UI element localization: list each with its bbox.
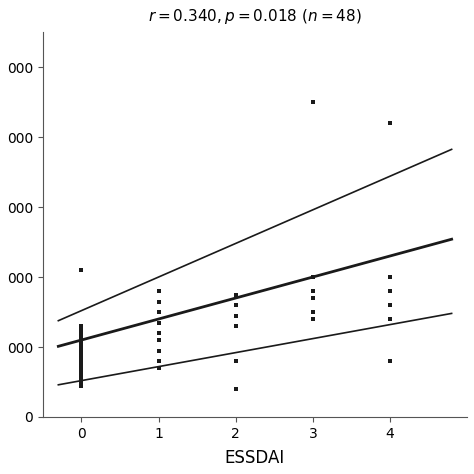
Point: [232, 357, 239, 365]
Point: [78, 333, 85, 340]
Point: [78, 368, 85, 375]
Point: [309, 308, 317, 316]
Point: [309, 315, 317, 323]
Point: [232, 322, 239, 330]
Point: [232, 312, 239, 319]
Point: [78, 378, 85, 386]
Point: [78, 346, 85, 354]
Point: [386, 315, 394, 323]
Point: [78, 266, 85, 274]
Point: [78, 350, 85, 358]
Point: [78, 329, 85, 337]
Point: [386, 357, 394, 365]
Point: [232, 385, 239, 393]
Point: [155, 298, 163, 305]
Point: [386, 273, 394, 281]
Point: [78, 326, 85, 333]
Point: [78, 364, 85, 372]
X-axis label: ESSDAI: ESSDAI: [225, 449, 285, 467]
Point: [155, 364, 163, 372]
Point: [155, 346, 163, 354]
Point: [78, 375, 85, 383]
Point: [78, 340, 85, 347]
Point: [78, 343, 85, 351]
Point: [309, 294, 317, 302]
Point: [78, 382, 85, 389]
Point: [155, 287, 163, 295]
Point: [78, 371, 85, 379]
Point: [386, 301, 394, 309]
Point: [309, 273, 317, 281]
Point: [78, 354, 85, 361]
Point: [78, 336, 85, 344]
Point: [232, 291, 239, 298]
Point: [386, 287, 394, 295]
Point: [155, 308, 163, 316]
Point: [78, 361, 85, 368]
Point: [78, 322, 85, 330]
Point: [155, 336, 163, 344]
Point: [78, 357, 85, 365]
Point: [232, 301, 239, 309]
Point: [155, 319, 163, 326]
Point: [309, 98, 317, 106]
Point: [309, 287, 317, 295]
Title: $r = 0.340, p = 0.018\ (n = 48)$: $r = 0.340, p = 0.018\ (n = 48)$: [148, 7, 362, 26]
Point: [155, 357, 163, 365]
Point: [386, 119, 394, 127]
Point: [155, 329, 163, 337]
